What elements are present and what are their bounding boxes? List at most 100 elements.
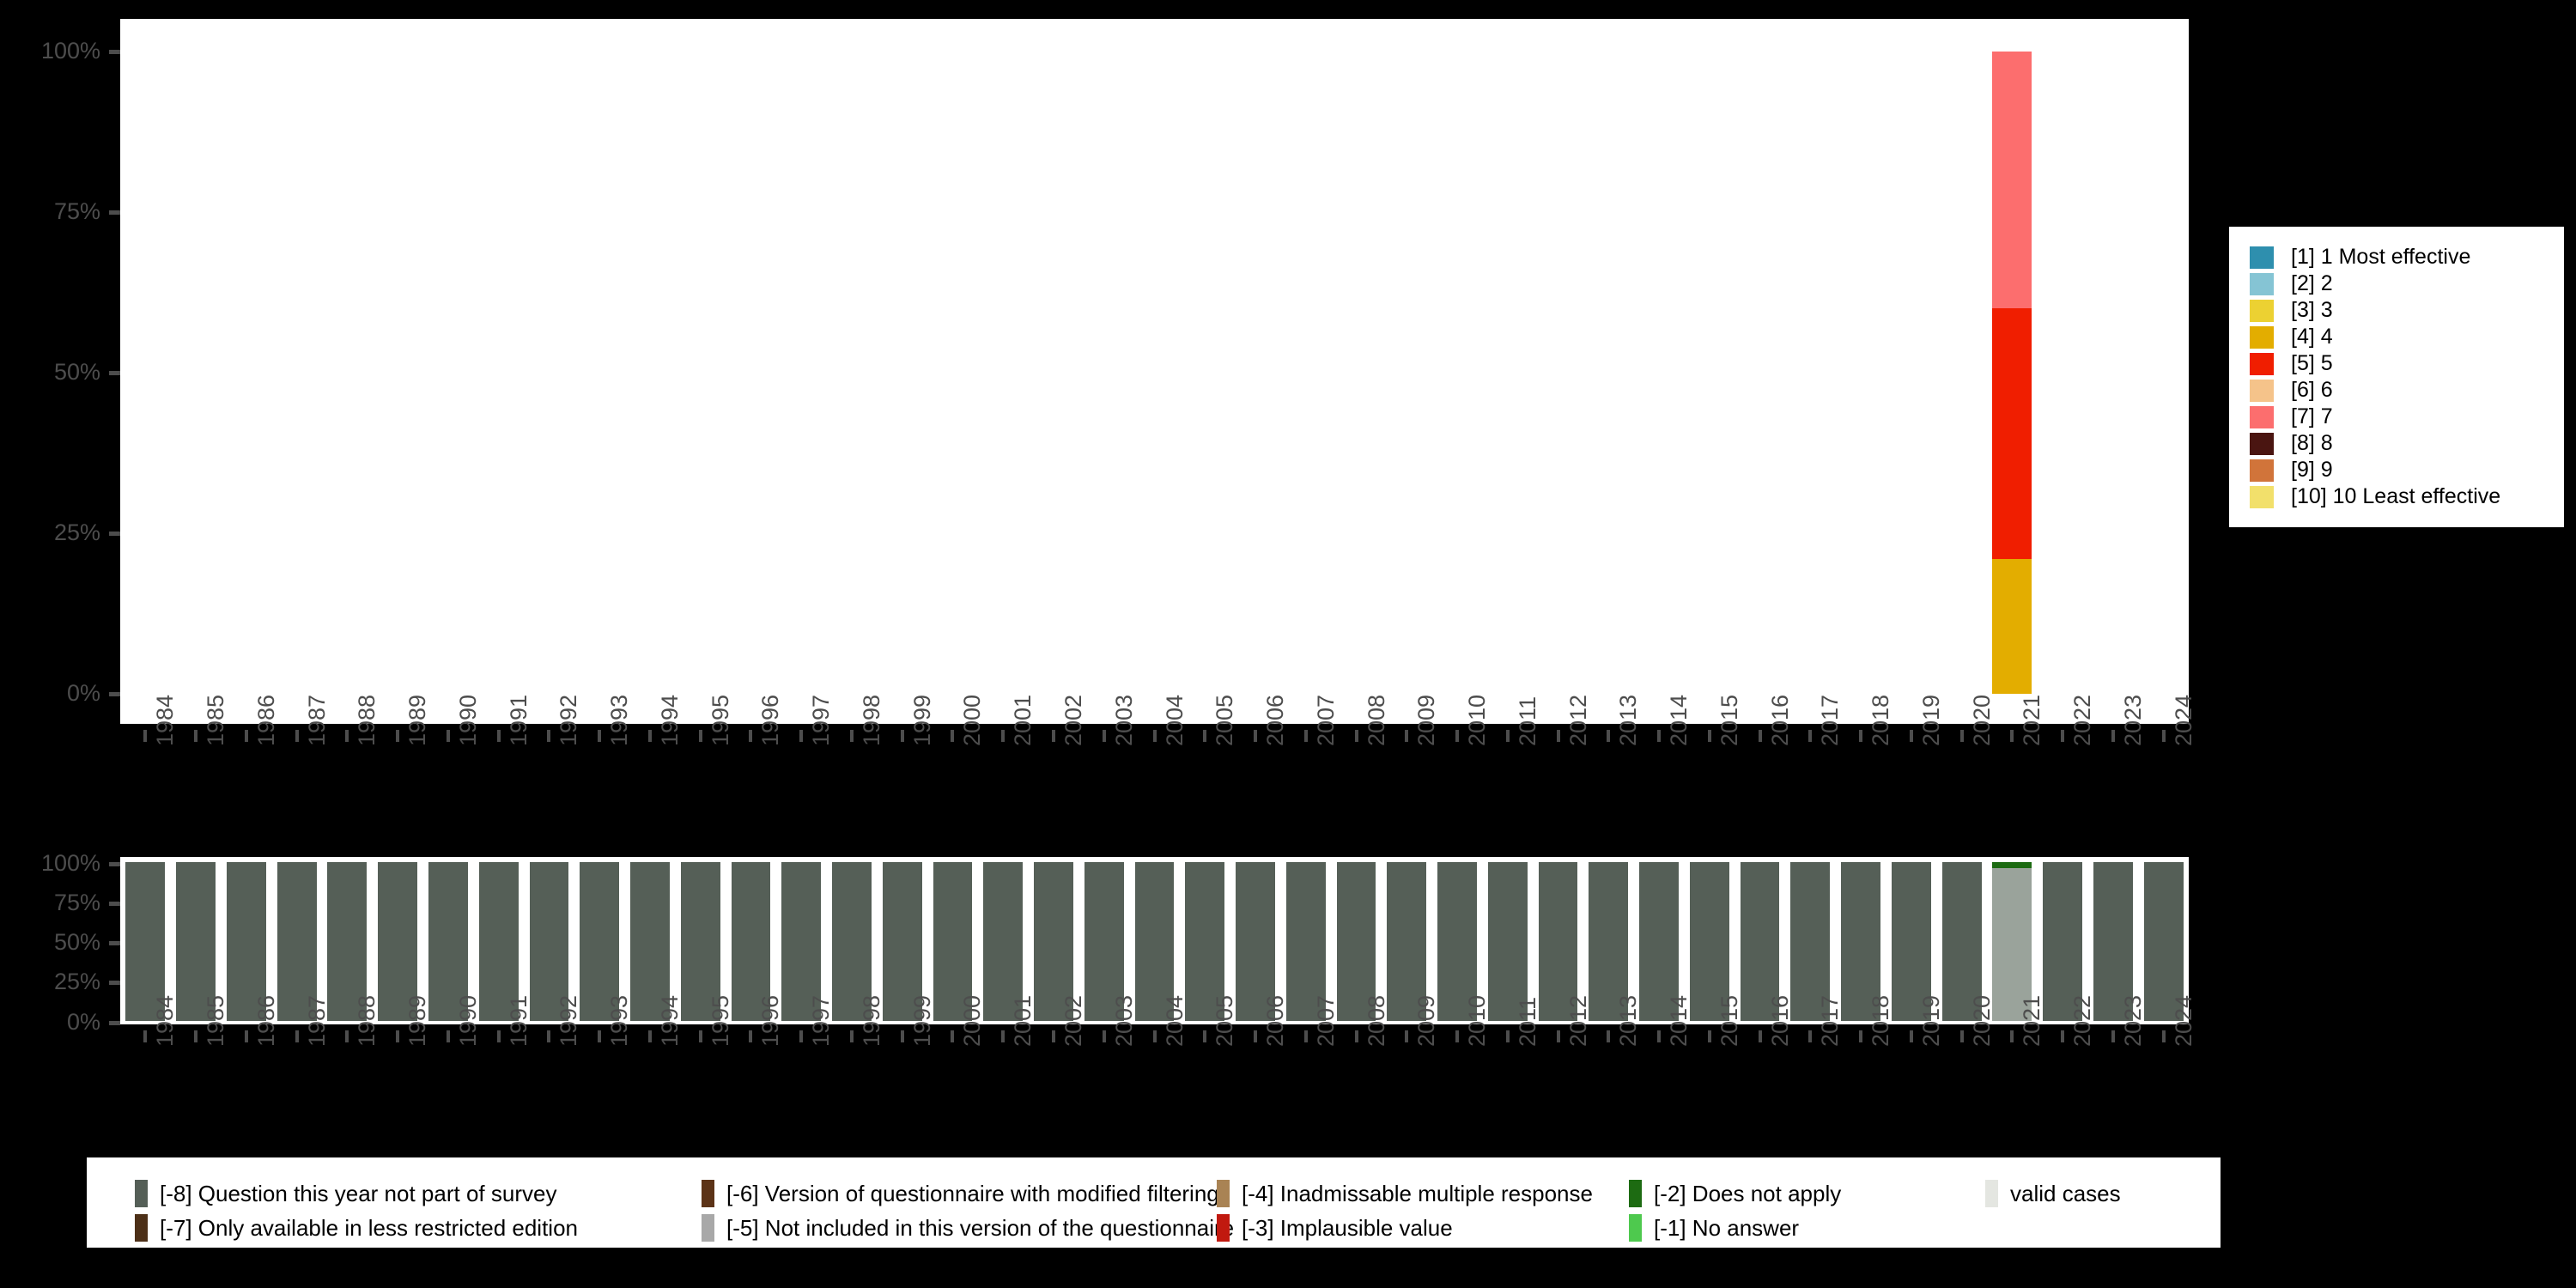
missing-values-bar[interactable] [1236, 862, 1275, 1021]
missing-values-bar[interactable] [630, 862, 670, 1021]
missing-values-legend-item[interactable]: [-5] Not included in this version of the… [702, 1214, 1234, 1242]
missing-values-segment[interactable] [983, 862, 1024, 1021]
missing-values-segment[interactable] [1740, 862, 1780, 1021]
missing-values-segment[interactable] [1992, 868, 2032, 1021]
missing-values-bar[interactable] [1891, 862, 1931, 1021]
missing-values-bar[interactable] [1992, 862, 2032, 1021]
missing-values-segment[interactable] [882, 862, 922, 1021]
missing-values-legend-item[interactable]: [-6] Version of questionnaire with modif… [702, 1180, 1219, 1207]
missing-values-bar[interactable] [1941, 862, 1982, 1021]
missing-values-segment[interactable] [478, 862, 519, 1021]
missing-values-segment[interactable] [378, 862, 418, 1021]
valid-values-legend-item[interactable]: [5] 5 [2250, 350, 2552, 377]
missing-values-segment[interactable] [1992, 862, 2032, 869]
missing-values-bar[interactable] [1740, 862, 1780, 1021]
missing-values-segment[interactable] [1941, 862, 1982, 1021]
missing-values-bar[interactable] [983, 862, 1024, 1021]
missing-values-segment[interactable] [2143, 862, 2184, 1021]
valid-values-segment[interactable] [1992, 558, 2032, 694]
missing-values-segment[interactable] [1639, 862, 1679, 1021]
missing-values-legend-item[interactable]: [-1] No answer [1629, 1214, 1985, 1242]
missing-values-segment[interactable] [1589, 862, 1629, 1021]
missing-values-segment[interactable] [832, 862, 872, 1021]
missing-values-segment[interactable] [428, 862, 468, 1021]
missing-values-bar[interactable] [1841, 862, 1880, 1021]
missing-values-segment[interactable] [176, 862, 216, 1021]
missing-values-bar[interactable] [276, 862, 317, 1021]
missing-values-bar[interactable] [1589, 862, 1629, 1021]
missing-values-bar[interactable] [226, 862, 266, 1021]
missing-values-segment[interactable] [1538, 862, 1578, 1021]
missing-values-segment[interactable] [1487, 862, 1528, 1021]
missing-values-bar[interactable] [1487, 862, 1528, 1021]
missing-values-bar[interactable] [832, 862, 872, 1021]
missing-values-segment[interactable] [1891, 862, 1931, 1021]
missing-values-bar[interactable] [580, 862, 620, 1021]
valid-values-legend-item[interactable]: [8] 8 [2250, 430, 2552, 457]
missing-values-bar[interactable] [2093, 862, 2133, 1021]
missing-values-bar[interactable] [378, 862, 418, 1021]
valid-values-legend-item[interactable]: [2] 2 [2250, 270, 2552, 297]
missing-values-bar[interactable] [327, 862, 368, 1021]
missing-values-segment[interactable] [125, 862, 166, 1021]
missing-values-bar[interactable] [1437, 862, 1477, 1021]
missing-values-segment[interactable] [680, 862, 720, 1021]
missing-values-bar[interactable] [1689, 862, 1729, 1021]
missing-values-bar[interactable] [1790, 862, 1831, 1021]
missing-values-legend-item[interactable]: [-2] Does not apply [1629, 1180, 1985, 1207]
missing-values-bar[interactable] [428, 862, 468, 1021]
valid-values-legend-item[interactable]: [3] 3 [2250, 297, 2552, 324]
missing-values-segment[interactable] [1185, 862, 1225, 1021]
missing-values-segment[interactable] [580, 862, 620, 1021]
missing-values-bar[interactable] [176, 862, 216, 1021]
missing-values-bar[interactable] [1134, 862, 1175, 1021]
valid-values-bar[interactable] [1992, 52, 2032, 694]
missing-values-segment[interactable] [1034, 862, 1073, 1021]
missing-values-segment[interactable] [781, 862, 822, 1021]
missing-values-legend-item[interactable]: [-7] Only available in less restricted e… [135, 1214, 702, 1242]
missing-values-segment[interactable] [276, 862, 317, 1021]
missing-values-segment[interactable] [1236, 862, 1275, 1021]
missing-values-segment[interactable] [1084, 862, 1124, 1021]
valid-values-legend-item[interactable]: [4] 4 [2250, 324, 2552, 350]
missing-values-legend-item[interactable]: [-8] Question this year not part of surv… [135, 1180, 702, 1207]
missing-values-segment[interactable] [933, 862, 973, 1021]
missing-values-bar[interactable] [1538, 862, 1578, 1021]
missing-values-bar[interactable] [1034, 862, 1073, 1021]
missing-values-segment[interactable] [2043, 862, 2083, 1021]
valid-values-legend-item[interactable]: [1] 1 Most effective [2250, 244, 2552, 270]
missing-values-bar[interactable] [1336, 862, 1376, 1021]
missing-values-segment[interactable] [1336, 862, 1376, 1021]
missing-values-bar[interactable] [1285, 862, 1326, 1021]
missing-values-legend-item[interactable]: [-3] Implausible value [1217, 1214, 1629, 1242]
missing-values-bar[interactable] [933, 862, 973, 1021]
missing-values-bar[interactable] [1084, 862, 1124, 1021]
missing-values-segment[interactable] [2093, 862, 2133, 1021]
missing-values-bar[interactable] [882, 862, 922, 1021]
missing-values-bar[interactable] [125, 862, 166, 1021]
missing-values-segment[interactable] [1790, 862, 1831, 1021]
missing-values-legend-item[interactable]: valid cases [1985, 1180, 2174, 1207]
missing-values-segment[interactable] [327, 862, 368, 1021]
missing-values-bar[interactable] [1387, 862, 1427, 1021]
missing-values-segment[interactable] [1134, 862, 1175, 1021]
missing-values-bar[interactable] [781, 862, 822, 1021]
missing-values-bar[interactable] [1639, 862, 1679, 1021]
missing-values-bar[interactable] [2143, 862, 2184, 1021]
valid-values-segment[interactable] [1992, 52, 2032, 309]
missing-values-bar[interactable] [680, 862, 720, 1021]
missing-values-segment[interactable] [630, 862, 670, 1021]
missing-values-segment[interactable] [731, 862, 771, 1021]
missing-values-segment[interactable] [529, 862, 569, 1021]
missing-values-bar[interactable] [529, 862, 569, 1021]
valid-values-legend-item[interactable]: [9] 9 [2250, 457, 2552, 483]
missing-values-segment[interactable] [226, 862, 266, 1021]
missing-values-segment[interactable] [1437, 862, 1477, 1021]
missing-values-bar[interactable] [731, 862, 771, 1021]
missing-values-legend-item[interactable]: [-4] Inadmissable multiple response [1217, 1180, 1629, 1207]
valid-values-legend-item[interactable]: [10] 10 Least effective [2250, 483, 2552, 510]
missing-values-bar[interactable] [1185, 862, 1225, 1021]
valid-values-segment[interactable] [1992, 308, 2032, 559]
missing-values-segment[interactable] [1689, 862, 1729, 1021]
missing-values-segment[interactable] [1841, 862, 1880, 1021]
